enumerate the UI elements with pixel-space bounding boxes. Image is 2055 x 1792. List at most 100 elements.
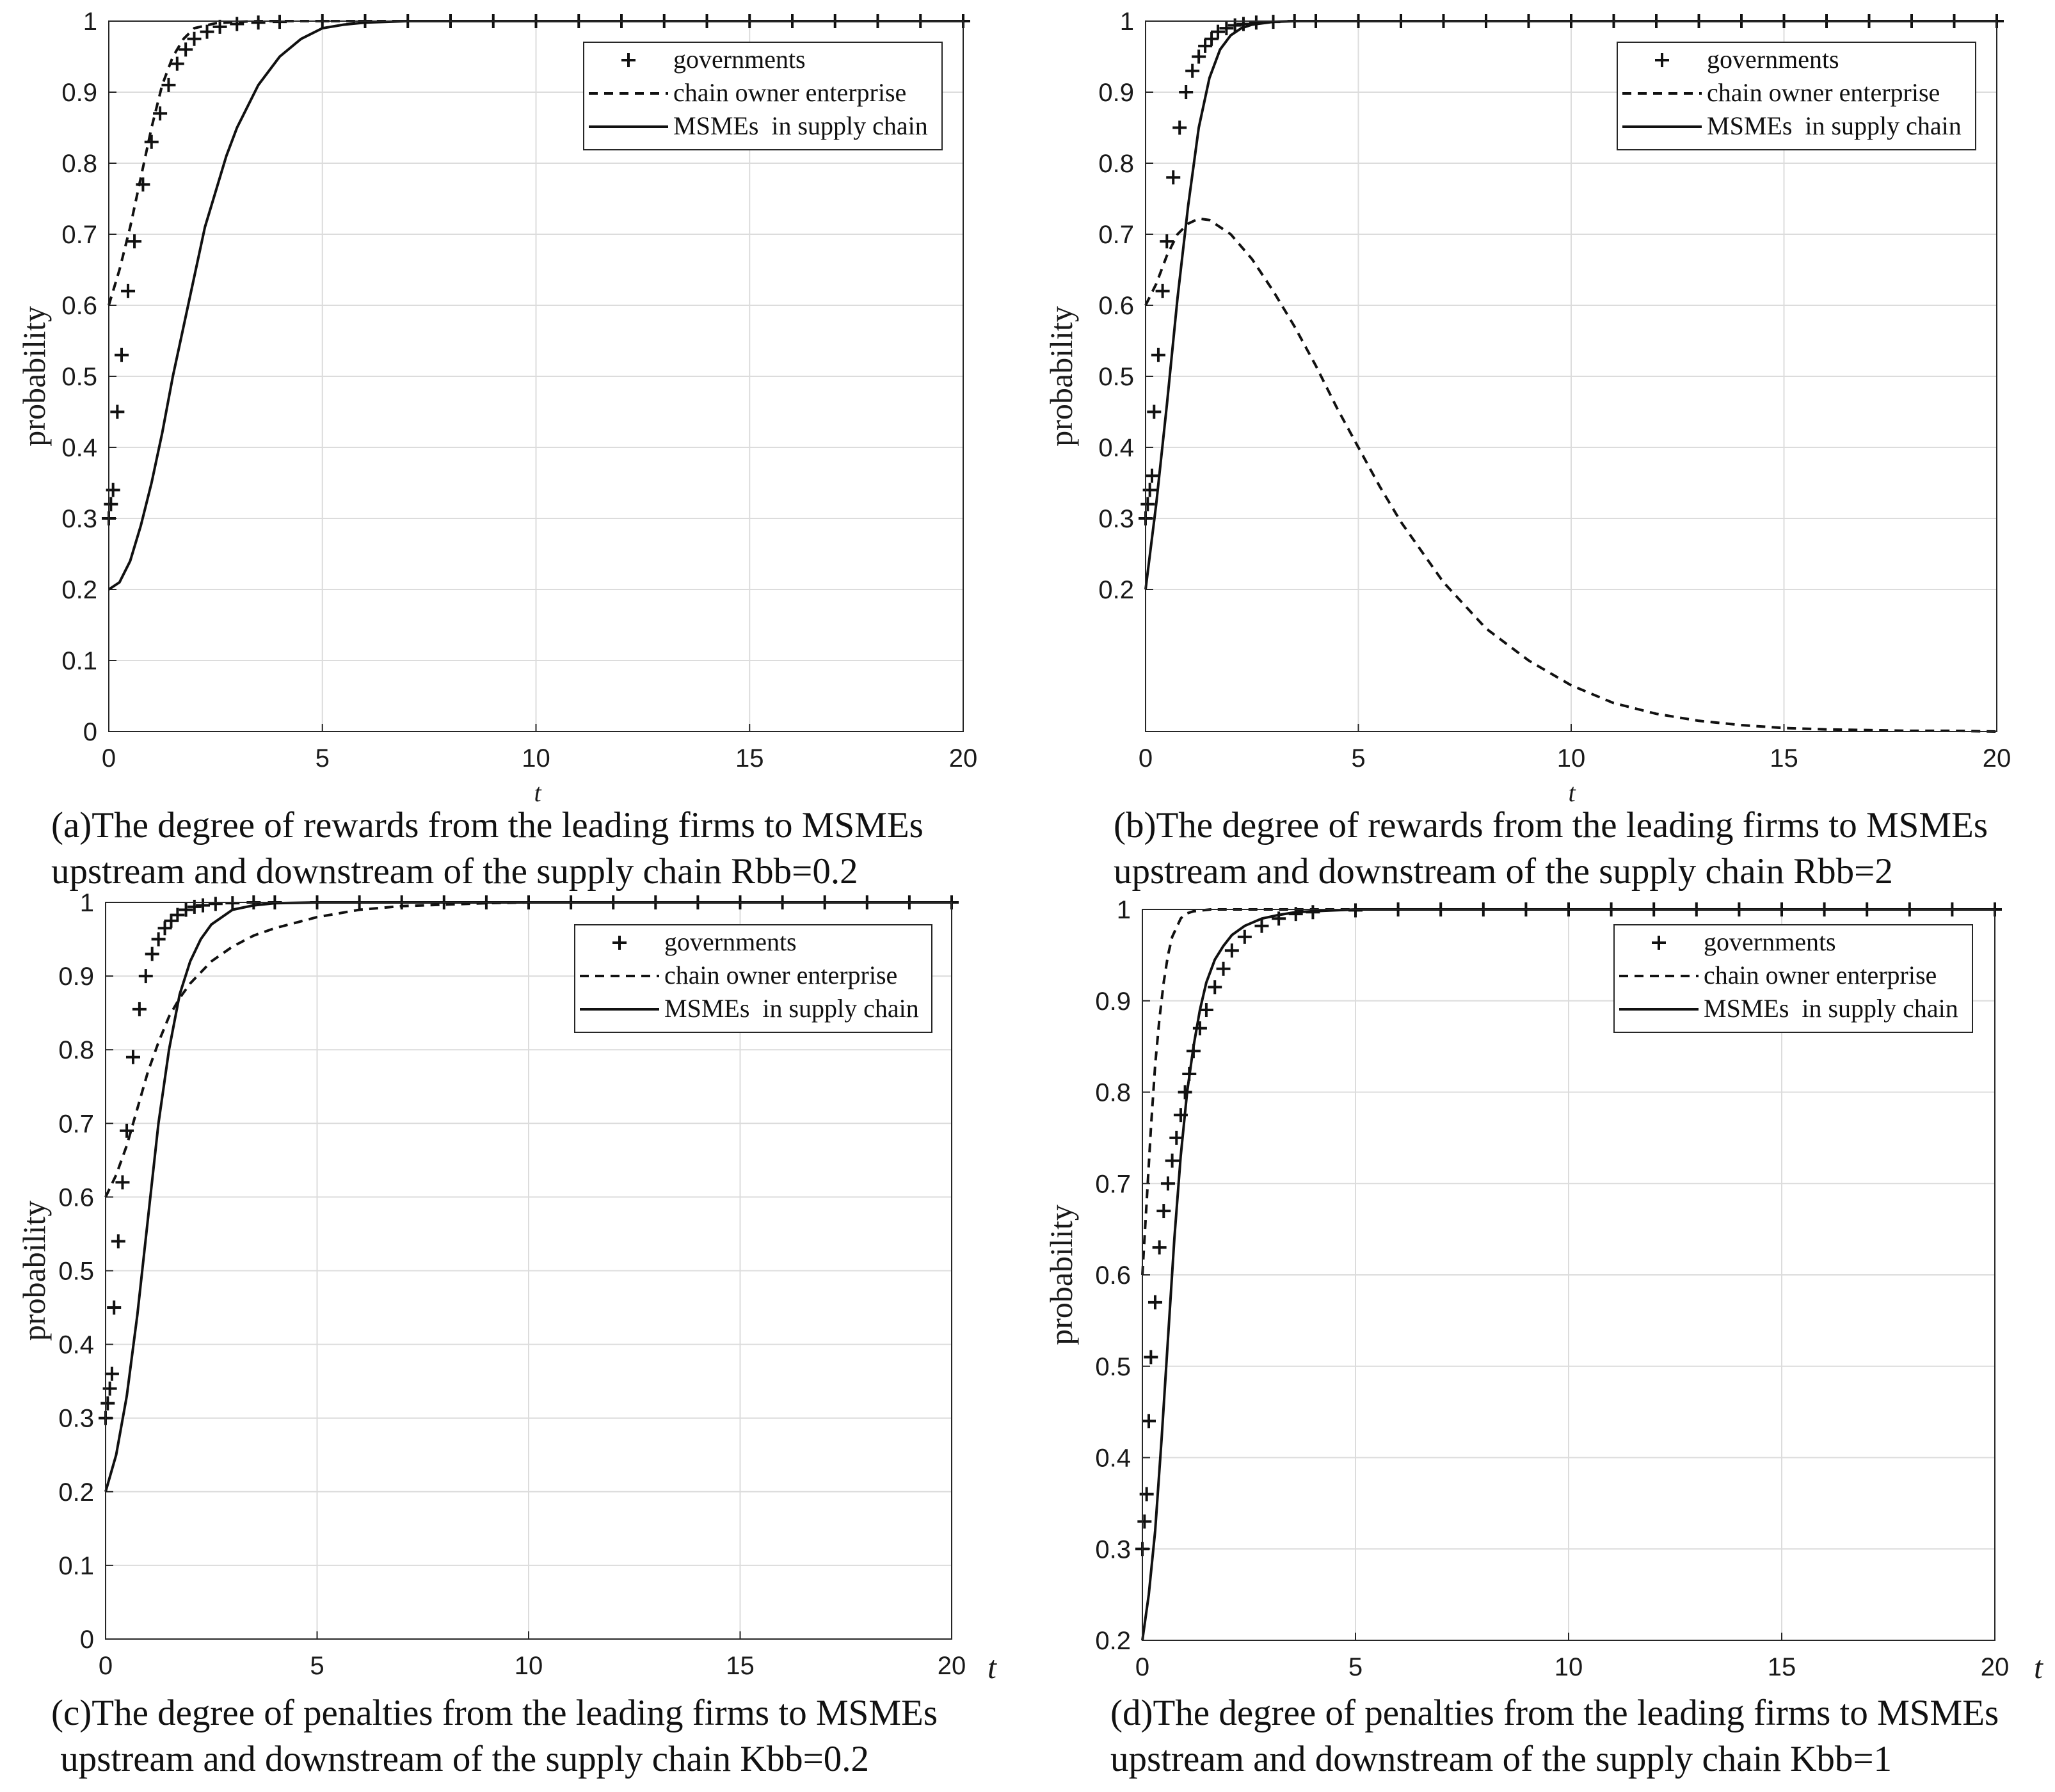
y-tick-label: 0.5 — [61, 363, 97, 391]
legend-marker-plus — [612, 936, 627, 950]
y-tick-label: 0.8 — [1095, 1079, 1131, 1107]
axes-frame — [108, 20, 964, 732]
data-point — [1140, 497, 1155, 511]
y-tick-label: 0 — [80, 1626, 94, 1654]
legend-entry: chain owner enterprise — [664, 961, 897, 989]
legend-entry: governments — [673, 45, 806, 74]
series-line-chain-owner-enterprise — [108, 20, 963, 306]
x-tick-label: 0 — [1139, 744, 1153, 772]
y-tick-label: 0.8 — [58, 1036, 94, 1064]
y-tick-label: 0.9 — [61, 79, 97, 107]
legend-entry: governments — [1704, 927, 1836, 956]
data-point — [144, 134, 159, 149]
legend-entry: governments — [1707, 45, 1839, 74]
data-point — [104, 1366, 119, 1381]
data-point — [1147, 404, 1162, 419]
legend-entry: chain owner enterprise — [673, 78, 906, 107]
y-tick-label: 0.8 — [1098, 150, 1134, 178]
data-point — [138, 969, 153, 984]
data-point — [1144, 1350, 1158, 1364]
data-point — [251, 15, 266, 30]
data-point — [121, 284, 136, 298]
x-tick-label: 0 — [99, 1652, 113, 1680]
data-point — [100, 1396, 115, 1411]
legend-box — [1617, 42, 1976, 150]
data-point — [132, 1002, 147, 1016]
data-point — [225, 896, 240, 911]
panel-c: (c)The degree of penalties from the lead… — [16, 889, 997, 1779]
x-tick-label: 0 — [1135, 1653, 1149, 1681]
legend: governments chain owner enterprise MSMEs i… — [574, 924, 932, 1033]
legend-entry: MSMEs in supply chain — [1704, 994, 1958, 1023]
data-point — [153, 106, 168, 121]
x-axis-label: t — [534, 778, 541, 807]
y-tick-label: 0.5 — [1095, 1353, 1131, 1381]
data-point — [1160, 1176, 1175, 1191]
x-tick-label: 5 — [1351, 744, 1365, 772]
y-tick-label: 0.5 — [1098, 363, 1134, 391]
data-point — [1165, 1153, 1179, 1168]
legend-marker-plus — [621, 53, 636, 67]
y-tick-label: 0.7 — [1095, 1170, 1131, 1198]
x-tick-label: 15 — [735, 744, 764, 772]
data-point — [1204, 31, 1219, 46]
y-tick-label: 0.4 — [1095, 1444, 1131, 1473]
y-tick-label: 0.6 — [61, 292, 97, 320]
caption-line-1: (b)The degree of rewards from the leadin… — [1114, 805, 1988, 845]
data-point — [161, 77, 176, 92]
data-point — [145, 947, 159, 961]
x-tick-label: 15 — [726, 1652, 755, 1680]
legend-entry: MSMEs in supply chain — [1707, 111, 1962, 140]
data-point — [1169, 1130, 1184, 1145]
data-point — [1155, 284, 1170, 298]
legend-entry: governments — [664, 927, 797, 956]
data-point — [1166, 170, 1181, 185]
data-point — [1216, 961, 1231, 976]
data-point — [110, 404, 125, 419]
x-axis-label: t — [2034, 1649, 2043, 1685]
data-point — [1152, 1240, 1167, 1255]
y-tick-label: 0.2 — [1095, 1627, 1131, 1655]
series-governments — [1135, 902, 2002, 1556]
legend: governments chain owner enterprise MSMEs i… — [1613, 924, 1973, 1033]
data-point — [1224, 943, 1239, 958]
data-point — [1192, 49, 1206, 64]
legend-marker-plus — [1652, 936, 1666, 950]
data-point — [1219, 21, 1234, 36]
caption-line-2: upstream and downstream of the supply ch… — [1110, 1739, 1892, 1779]
caption-line-2: upstream and downstream of the supply ch… — [1114, 851, 1893, 892]
y-axis-label: probability — [1043, 306, 1079, 446]
data-point — [1156, 1204, 1171, 1219]
y-tick-label: 0.2 — [58, 1478, 94, 1507]
y-tick-label: 0.1 — [61, 647, 97, 675]
x-axis-label: t — [1568, 778, 1576, 807]
y-tick-label: 0.3 — [1095, 1535, 1131, 1564]
x-tick-label: 5 — [316, 744, 330, 772]
data-point — [212, 19, 227, 34]
y-tick-label: 0.4 — [58, 1331, 94, 1359]
data-point — [1185, 63, 1200, 78]
y-tick-label: 1 — [80, 889, 94, 917]
data-point — [127, 234, 142, 249]
axes-frame — [1145, 20, 1997, 732]
y-tick-label: 0.3 — [61, 505, 97, 533]
y-tick-label: 0.9 — [58, 963, 94, 991]
data-point — [115, 1175, 130, 1190]
data-point — [170, 908, 185, 922]
series-line-chain-owner-enterprise — [1144, 217, 1997, 733]
panel-d: (d)The degree of penalties from the lead… — [1043, 896, 2043, 1779]
y-tick-label: 0.4 — [1098, 434, 1134, 462]
y-tick-label: 0.7 — [1098, 221, 1134, 249]
legend: governments chain owner enterprise MSMEs i… — [1617, 42, 1976, 150]
x-tick-label: 10 — [522, 744, 550, 772]
data-point — [1179, 85, 1194, 99]
y-tick-label: 0.8 — [61, 150, 97, 178]
data-point — [1208, 980, 1222, 995]
caption-line-2: upstream and downstream of the supply ch… — [51, 1739, 869, 1779]
series-line-chain-owner-enterprise — [104, 901, 952, 1198]
y-tick-label: 1 — [83, 8, 97, 36]
x-tick-label: 15 — [1770, 744, 1798, 772]
data-point — [208, 897, 223, 911]
y-tick-label: 0.2 — [61, 576, 97, 604]
